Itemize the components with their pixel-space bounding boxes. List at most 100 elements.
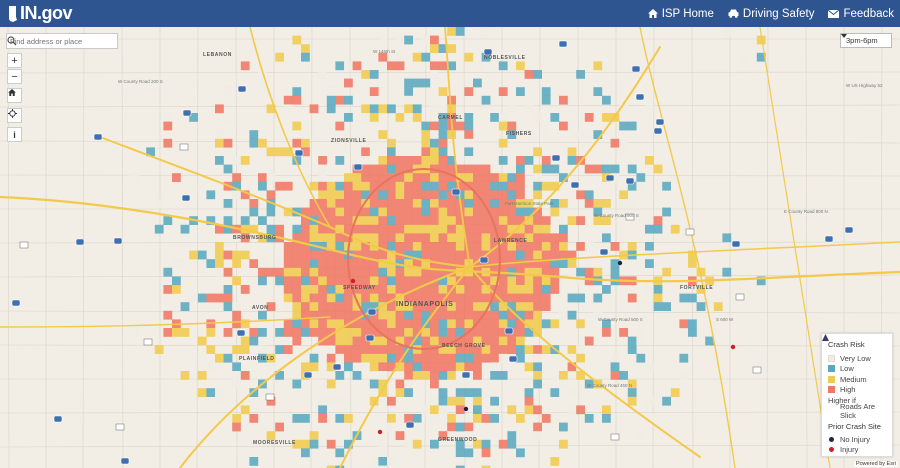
risk-cell [344,224,353,234]
risk-cell [447,328,456,337]
risk-cell [326,190,336,200]
risk-cell [421,310,431,320]
risk-cell [490,233,499,243]
risk-cell [430,285,439,294]
map-canvas[interactable] [0,27,900,468]
risk-cell [447,431,456,440]
risk-cell [516,336,525,346]
risk-cell [584,336,594,346]
minor-road [82,27,85,468]
risk-cell [412,259,422,268]
risk-cell [516,310,525,320]
risk-cell [627,293,637,303]
risk-cell [516,293,525,303]
risk-cell [301,242,310,251]
search-input[interactable] [10,36,106,46]
risk-cell [447,250,456,260]
time-period-select[interactable]: 3pm-6pm [840,33,892,48]
risk-cell [335,319,345,329]
risk-cell [387,207,396,217]
risk-cell [533,173,542,182]
risk-cell [395,242,405,251]
feedback-link[interactable]: Feedback [828,8,894,20]
risk-cell [361,328,370,337]
risk-cell [498,173,508,182]
risk-cell [550,276,560,286]
risk-cell [541,233,551,243]
risk-cell [473,362,482,372]
zoom-out-button[interactable]: − [7,69,22,84]
locate-button[interactable] [7,108,22,123]
risk-cell [369,70,379,79]
risk-cell [292,95,302,105]
risk-cell [524,267,534,277]
risk-cell [610,371,620,380]
risk-cell [430,396,439,406]
risk-cell [361,250,370,260]
risk-cell [653,293,663,303]
risk-cell [335,207,345,217]
risk-cell [516,414,525,423]
risk-cell [412,319,422,329]
city-label-fortville: FORTVILLE [680,285,714,291]
risk-cell [430,70,439,79]
risk-cell [516,207,525,217]
info-button[interactable]: i [7,127,22,142]
risk-cell [361,267,370,277]
driving-safety-link[interactable]: Driving Safety [728,8,814,20]
risk-cell [318,173,327,182]
isp-home-link[interactable]: ISP Home [647,8,714,20]
risk-cell [455,465,465,468]
risk-cell [438,199,448,208]
risk-cell [516,276,525,286]
risk-cell [481,224,491,234]
risk-cell [309,276,319,286]
risk-cell [232,302,241,311]
risk-cell [283,293,293,303]
city-label-plainfield: PLAINFIELD [239,356,275,362]
risk-cell [215,259,224,268]
highway-shield-icon [120,457,130,465]
risk-cell [576,353,585,363]
minor-road [0,140,900,144]
risk-cell [490,310,499,320]
risk-cell [584,276,594,286]
risk-cell [361,216,370,225]
risk-cell [481,173,491,182]
risk-cell [524,104,534,114]
risk-cell [266,147,276,157]
risk-cell [653,302,663,311]
risk-cell [232,371,241,380]
risk-cell [481,439,491,449]
risk-cell [387,164,396,174]
risk-cell [369,113,379,122]
risk-cell [387,293,396,303]
risk-cell [387,302,396,311]
risk-cell [378,336,388,346]
risk-cell [455,276,465,286]
crash-risk-map[interactable]: + − i 3pm-6pm NOBLESVILLE CARMEL FISHERS… [0,27,900,468]
risk-cell [378,371,388,380]
in-gov-logo[interactable]: IN.gov [8,3,73,24]
risk-cell [412,276,422,286]
risk-cell [240,233,250,243]
risk-cell [498,61,508,71]
risk-cell [533,276,542,286]
risk-cell [516,164,525,174]
risk-cell [180,371,190,380]
risk-cell [498,276,508,286]
crash-risk-grid[interactable] [129,27,766,468]
zoom-in-button[interactable]: + [7,53,22,68]
risk-cell [275,224,284,234]
risk-cell [215,156,224,165]
risk-cell [309,181,319,191]
highway-shield-icon [11,299,21,307]
risk-cell [249,259,259,268]
default-extent-button[interactable] [7,88,22,103]
risk-cell [473,353,482,363]
risk-cell [438,431,448,440]
search-icon[interactable] [7,36,17,46]
esri-attribution[interactable]: Powered by Esri [853,461,898,467]
risk-cell [369,190,379,200]
search-box[interactable] [6,33,118,49]
